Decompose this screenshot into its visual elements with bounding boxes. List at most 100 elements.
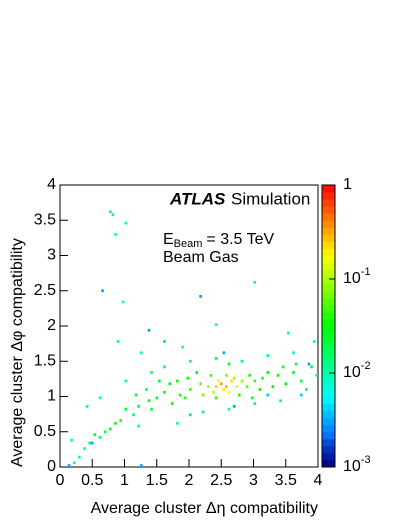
atlas-label: ATLAS	[169, 189, 226, 208]
colorbar-band	[322, 424, 335, 433]
cell	[217, 379, 220, 383]
cell	[137, 404, 140, 408]
cell	[176, 421, 179, 425]
cell	[163, 365, 166, 369]
cell	[315, 373, 318, 377]
cell	[292, 351, 295, 355]
y-tick-label: 3	[47, 247, 56, 264]
cell	[114, 232, 117, 236]
cell	[307, 362, 311, 366]
cell	[253, 379, 257, 383]
cell	[227, 390, 231, 394]
cell	[189, 413, 192, 417]
cell	[78, 455, 81, 459]
cell	[240, 359, 244, 363]
colorbar-band	[322, 241, 335, 249]
cell	[271, 385, 275, 389]
cell	[292, 371, 295, 374]
cell	[155, 396, 159, 400]
x-tick-label: 2.5	[210, 472, 232, 489]
cell	[183, 396, 187, 400]
cell	[201, 393, 205, 397]
colorbar-tick-base: 10	[343, 364, 361, 381]
cell	[253, 280, 257, 284]
colorbar-frame	[321, 184, 336, 468]
colorbar-tick-exponent: -3	[361, 454, 371, 466]
colorbar-tick-base: 10	[343, 458, 361, 475]
y-tick-label: 1	[47, 388, 56, 405]
cell	[88, 441, 91, 445]
cell	[281, 365, 285, 369]
colorbar-band	[322, 269, 335, 278]
cell	[240, 379, 244, 383]
colorbar-band	[322, 354, 335, 362]
colorbar-tick-exponent: -2	[361, 360, 371, 372]
y-tick-label: 2.5	[34, 282, 56, 299]
beam-value: = 3.5 TeV	[206, 231, 274, 248]
cell	[124, 407, 128, 411]
cell	[209, 373, 213, 377]
cell	[98, 396, 102, 400]
cell	[230, 379, 233, 383]
cell	[93, 433, 97, 436]
y-tick-label: 2	[47, 317, 56, 334]
cell	[225, 373, 228, 377]
colorbar-band	[322, 192, 335, 200]
cell	[214, 396, 218, 400]
colorbar-band	[322, 318, 335, 327]
colorbar-band	[322, 290, 335, 299]
colorbar-band	[322, 347, 335, 355]
cell	[312, 340, 316, 343]
cell	[266, 371, 269, 374]
cell	[85, 404, 89, 408]
cell	[305, 388, 308, 391]
colorbar-band	[322, 255, 335, 264]
cell	[103, 430, 107, 434]
colorbar-tick-label: 10-3	[343, 454, 371, 475]
cell	[276, 373, 280, 377]
cell	[189, 359, 192, 363]
cell	[139, 351, 143, 355]
colorbar-band	[322, 276, 335, 285]
cell	[299, 393, 303, 397]
cell	[222, 388, 226, 391]
cell	[163, 340, 166, 343]
cell	[132, 413, 135, 417]
colorbar-band	[322, 361, 335, 369]
cell	[90, 441, 94, 445]
colorbar-band	[322, 283, 335, 292]
cell	[145, 388, 148, 391]
cell	[266, 393, 269, 397]
cell	[227, 407, 231, 411]
cell	[279, 399, 282, 403]
colorbar-band	[322, 220, 335, 228]
cell	[212, 390, 215, 394]
cell	[199, 294, 202, 298]
x-axis-label: Average cluster Δη compatibility	[91, 500, 318, 517]
cell	[70, 438, 73, 442]
colorbar-tick-label: 1	[343, 176, 352, 193]
cell	[72, 461, 76, 465]
colorbar-tick-base: 1	[343, 176, 352, 193]
colorbar-band	[322, 311, 335, 320]
cell	[124, 221, 128, 225]
colorbar-band	[322, 431, 335, 440]
y-tick-label: 1.5	[34, 352, 56, 369]
cell	[253, 402, 257, 405]
cell	[137, 424, 140, 428]
colorbar-band	[322, 375, 335, 383]
colorbar-band	[322, 185, 335, 193]
cell	[214, 385, 218, 389]
cell	[284, 382, 288, 386]
cell	[101, 289, 104, 293]
colorbar-tick-label: 10-2	[343, 360, 371, 381]
y-tick-label: 0.5	[34, 423, 56, 440]
cell	[98, 435, 102, 439]
colorbar-band	[322, 304, 335, 313]
cell	[214, 357, 218, 360]
x-tick-label: 1.5	[146, 472, 168, 489]
plot-frame	[59, 184, 319, 468]
cell	[232, 404, 236, 408]
cell	[287, 331, 290, 335]
colorbar-band	[322, 340, 335, 348]
